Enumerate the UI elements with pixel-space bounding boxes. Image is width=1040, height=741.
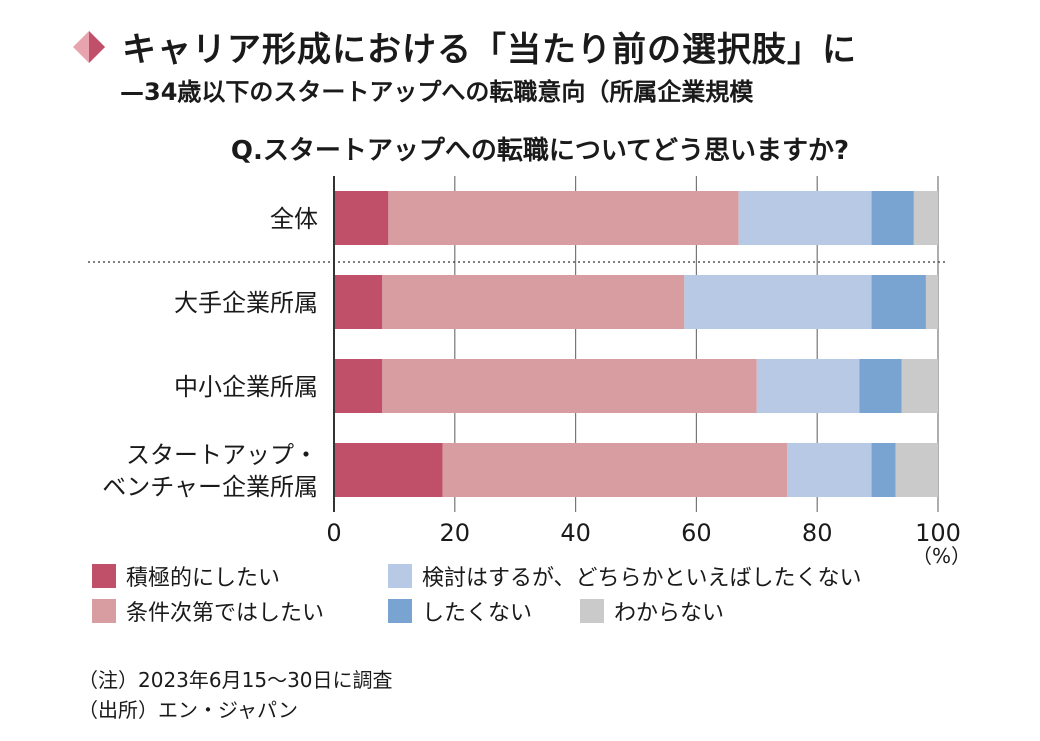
legend-label: 積極的にしたい [126, 566, 281, 591]
bar-segment [913, 191, 938, 245]
bar-segment [738, 191, 872, 245]
chart-subtitle: —34歳以下のスタートアップへの転職意向（所属企業規模 [120, 78, 754, 106]
bar-segment [334, 359, 383, 413]
title-row: キャリア形成における「当たり前の選択肢」に [72, 22, 857, 71]
legend-swatch [388, 599, 412, 623]
bar-segment [684, 275, 872, 329]
bar-segment [871, 275, 926, 329]
bar-segment [859, 359, 902, 413]
category-label: 中小企業所属 [174, 373, 318, 401]
legend-label: したくない [422, 601, 533, 626]
category-label: スタートアップ・ [126, 441, 318, 469]
survey-note: （注）2023年6月15〜30日に調査 [78, 668, 393, 692]
bar-segment [334, 191, 389, 245]
bar-segment [787, 443, 872, 497]
category-label: ベンチャー企業所属 [102, 473, 318, 501]
bar-segment [925, 275, 938, 329]
bar-segment [334, 443, 443, 497]
legend-label: 検討はするが、どちらかといえばしたくない [422, 566, 862, 591]
chart-title: キャリア形成における「当たり前の選択肢」に [122, 30, 857, 70]
legend-label: 条件次第ではしたい [126, 601, 325, 626]
unit-label: （%） [912, 544, 972, 568]
legend-label: わからない [614, 601, 725, 626]
x-tick-label: 40 [560, 519, 591, 547]
legend-swatch [92, 564, 116, 588]
legend-item-3: したくない [388, 595, 532, 627]
category-label: 大手企業所属 [174, 289, 318, 317]
diamond-icon [72, 30, 106, 64]
legend-swatch [92, 599, 116, 623]
legend-item-1: 条件次第ではしたい [92, 595, 324, 627]
bar-segment [388, 191, 739, 245]
bar-segment [334, 275, 383, 329]
category-label: 全体 [270, 205, 318, 233]
bar-segment [901, 359, 938, 413]
bar-segment [442, 443, 787, 497]
legend-swatch [388, 564, 412, 588]
x-tick-label: 0 [326, 519, 341, 547]
bar-segment [895, 443, 938, 497]
x-tick-label: 80 [802, 519, 833, 547]
source-note: （出所）エン・ジャパン [78, 698, 298, 722]
x-tick-label: 100 [915, 519, 961, 547]
question-text: Q.スタートアップへの転職についてどう思いますか? [230, 136, 850, 166]
bar-segment [871, 443, 896, 497]
x-tick-label: 60 [681, 519, 712, 547]
x-tick-label: 20 [440, 519, 471, 547]
bar-segment [871, 191, 914, 245]
legend-item-4: わからない [580, 595, 724, 627]
diamond-right [89, 30, 105, 63]
legend-item-0: 積極的にしたい [92, 560, 280, 592]
legend-swatch [580, 599, 604, 623]
bar-segment [756, 359, 860, 413]
bar-segment [382, 275, 685, 329]
bar-segment [382, 359, 757, 413]
legend-item-2: 検討はするが、どちらかといえばしたくない [388, 560, 862, 592]
